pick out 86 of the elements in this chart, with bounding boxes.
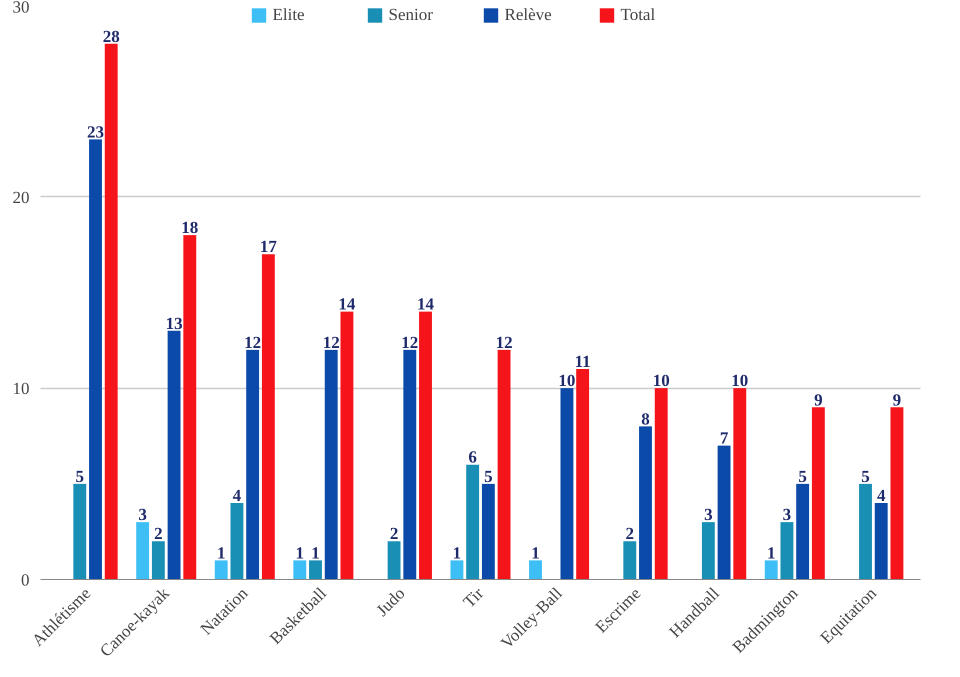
bar xyxy=(733,388,746,580)
bar xyxy=(104,44,118,580)
bar xyxy=(623,541,636,580)
legend-label: Senior xyxy=(388,5,434,25)
bar xyxy=(529,560,542,580)
legend-label: Total xyxy=(620,5,656,25)
data-label: 4 xyxy=(232,486,242,505)
data-label: 10 xyxy=(731,371,748,390)
y-tick-label: 10 xyxy=(12,379,30,398)
data-label: 10 xyxy=(652,371,670,390)
bar xyxy=(136,522,150,580)
bar xyxy=(309,560,322,580)
data-label: 1 xyxy=(531,543,540,562)
bar xyxy=(73,484,86,580)
bar xyxy=(324,350,338,580)
data-label: 23 xyxy=(87,122,104,142)
data-label: 5 xyxy=(484,466,493,486)
x-tick-label: Judo xyxy=(372,584,409,620)
bar xyxy=(168,330,181,580)
bar xyxy=(874,502,888,580)
bar xyxy=(403,350,416,580)
bar xyxy=(89,139,102,580)
data-label: 11 xyxy=(574,352,591,372)
data-label: 12 xyxy=(496,332,513,352)
data-label: 9 xyxy=(892,390,902,410)
data-label: 18 xyxy=(181,218,198,238)
bar xyxy=(796,484,810,580)
data-label: 5 xyxy=(76,466,84,486)
bar xyxy=(718,446,731,580)
bar xyxy=(764,560,778,580)
y-tick-label: 0 xyxy=(21,570,30,590)
bar xyxy=(482,484,495,580)
bar xyxy=(890,407,904,580)
bar xyxy=(639,426,652,580)
data-label: 14 xyxy=(417,294,434,314)
bar xyxy=(780,522,794,580)
data-label: 3 xyxy=(704,505,713,524)
bar xyxy=(230,502,244,580)
data-label: 14 xyxy=(338,294,356,314)
bar xyxy=(812,407,825,580)
y-tick-label: 30 xyxy=(12,0,30,16)
bar xyxy=(246,350,260,580)
bar xyxy=(702,522,715,580)
data-label: 1 xyxy=(452,543,462,562)
bar xyxy=(152,541,165,580)
data-label: 12 xyxy=(401,332,418,352)
data-label: 17 xyxy=(260,237,278,256)
data-label: 1 xyxy=(296,543,304,562)
bar xyxy=(654,388,668,580)
bar xyxy=(214,560,228,580)
data-label: 2 xyxy=(154,524,163,544)
data-label: 12 xyxy=(244,332,262,352)
bar xyxy=(498,350,511,580)
bar xyxy=(183,235,196,580)
data-label: 1 xyxy=(216,543,226,562)
data-label: 12 xyxy=(322,332,340,352)
bar xyxy=(293,560,306,580)
legend-label: Elite xyxy=(272,5,306,25)
data-label: 4 xyxy=(876,486,886,505)
bar xyxy=(419,312,432,580)
bar xyxy=(340,312,354,580)
data-label: 3 xyxy=(138,505,147,524)
bar xyxy=(466,464,480,580)
data-label: 5 xyxy=(798,466,807,486)
data-label: 3 xyxy=(782,505,792,524)
bar xyxy=(576,369,590,580)
legend-label: Relève xyxy=(504,5,553,25)
bar xyxy=(388,541,401,580)
bar xyxy=(560,388,574,580)
data-label: 28 xyxy=(102,26,120,46)
bar xyxy=(262,254,275,580)
x-tick-label: Tir xyxy=(460,584,488,612)
data-label: 7 xyxy=(720,428,729,448)
data-label: 1 xyxy=(766,543,776,562)
data-label: 6 xyxy=(468,448,477,467)
data-label: 1 xyxy=(311,543,320,562)
y-tick-label: 20 xyxy=(12,188,30,207)
bar xyxy=(859,484,872,580)
data-label: 10 xyxy=(558,371,576,390)
data-label: 2 xyxy=(626,524,634,544)
data-label: 9 xyxy=(814,390,823,410)
data-label: 5 xyxy=(861,466,870,486)
data-label: 2 xyxy=(390,524,398,544)
data-label: 8 xyxy=(641,409,650,428)
data-label: 13 xyxy=(166,314,183,333)
bar xyxy=(450,560,464,580)
